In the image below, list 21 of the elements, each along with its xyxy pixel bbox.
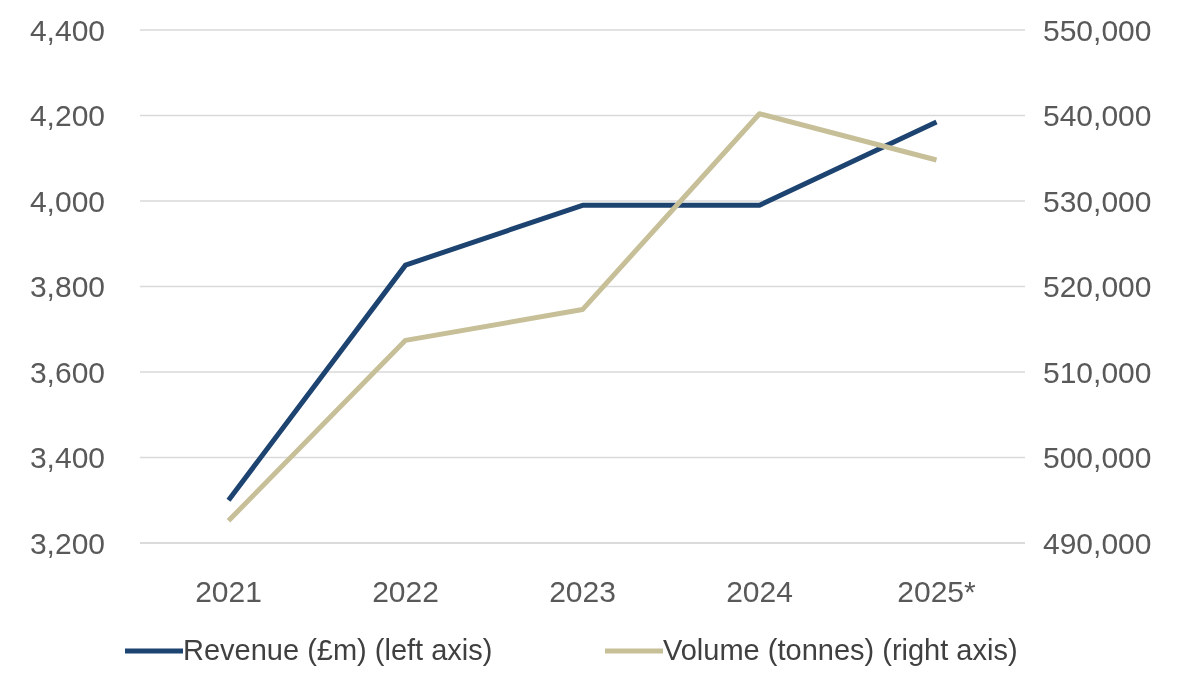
y2-tick-label: 550,000	[1043, 13, 1152, 47]
y2-tick-label: 520,000	[1043, 270, 1152, 303]
y-tick-label: 4,400	[29, 13, 105, 47]
y2-tick-label: 510,000	[1043, 355, 1152, 389]
y-tick-label: 3,800	[29, 270, 105, 303]
y2-tick-label: 490,000	[1043, 526, 1152, 560]
y2-tick-label: 530,000	[1043, 184, 1152, 218]
y-tick-label: 4,000	[29, 184, 105, 218]
x-tick-label: 2025*	[897, 575, 977, 608]
y-tick-label: 3,600	[29, 355, 105, 389]
x-tick-label: 2024	[726, 575, 793, 608]
y2-tick-label: 540,000	[1043, 99, 1152, 132]
legend-label: Revenue (£m) (left axis)	[183, 634, 493, 666]
x-tick-label: 2022	[372, 575, 439, 608]
legend-label: Volume (tonnes) (right axis)	[663, 634, 1018, 666]
x-tick-label: 2023	[549, 575, 616, 608]
x-tick-label: 2021	[195, 575, 262, 608]
y-tick-label: 3,400	[29, 441, 105, 474]
y2-tick-label: 500,000	[1043, 441, 1152, 474]
y-tick-label: 4,200	[29, 99, 105, 132]
y-tick-label: 3,200	[29, 526, 105, 560]
